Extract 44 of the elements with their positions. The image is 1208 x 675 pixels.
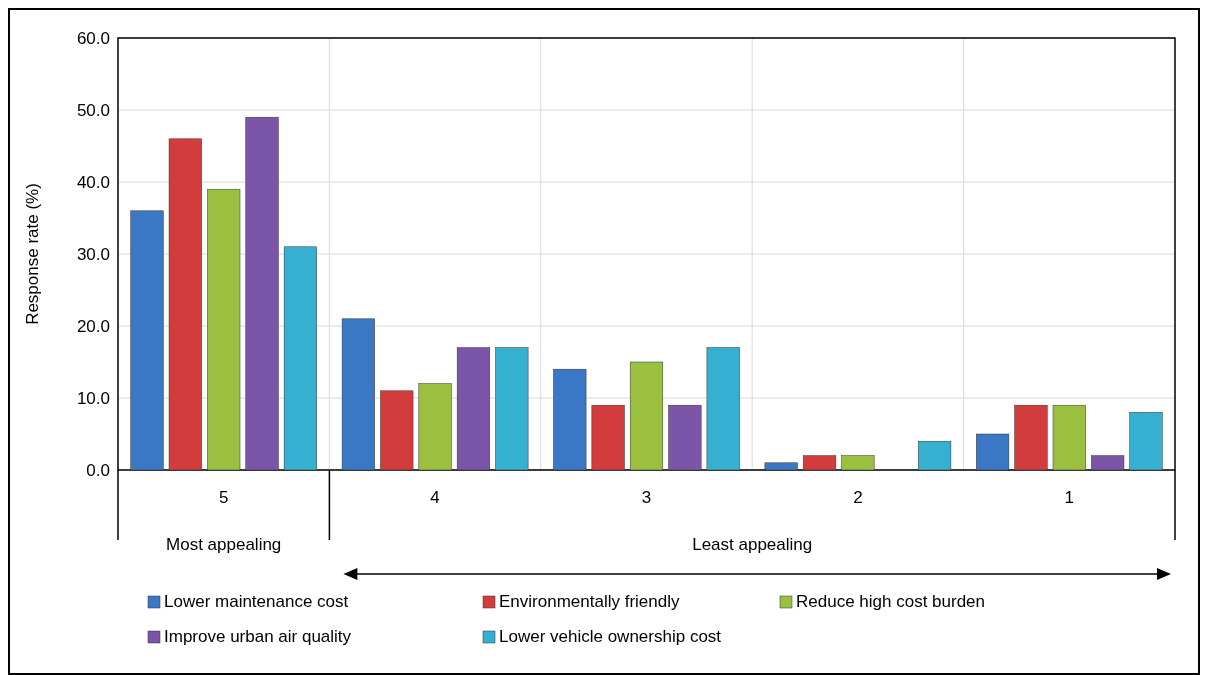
bar [1014, 404, 1048, 471]
bar [706, 347, 740, 471]
bar [495, 347, 529, 471]
bar [1052, 404, 1086, 471]
text: Most appealing [166, 535, 282, 554]
bar [976, 433, 1010, 471]
bar [802, 455, 837, 471]
legend-label: Reduce high cost burden [796, 592, 986, 611]
bar [283, 246, 317, 471]
bar [207, 188, 241, 471]
bar [1129, 412, 1163, 471]
bar [418, 383, 452, 471]
bar [168, 138, 202, 471]
bar [456, 347, 491, 471]
bar [130, 210, 164, 471]
legend-label: Improve urban air quality [164, 627, 352, 646]
y-tick-label: 20.0 [76, 316, 110, 336]
x-tick-label: 4 [430, 488, 440, 507]
y-tick-label: 30.0 [76, 244, 110, 264]
y-axis-title: Response rate (%) [23, 183, 42, 325]
x-tick-label: 3 [641, 488, 652, 507]
bar [591, 404, 625, 471]
bar [668, 404, 702, 471]
y-tick-label: 0.0 [86, 460, 110, 480]
x-tick-label: 5 [218, 488, 229, 507]
bar [764, 462, 798, 471]
bar [380, 390, 414, 471]
x-tick-label: 1 [1064, 488, 1075, 507]
bar [918, 440, 952, 471]
legend-label: Environmentally friendly [499, 592, 680, 611]
x-tick-label: 2 [853, 488, 863, 507]
bar [553, 368, 587, 471]
y-tick-label: 50.0 [76, 100, 110, 120]
bar [629, 361, 664, 471]
bar [245, 116, 279, 471]
y-tick-label: 60.0 [76, 28, 110, 48]
legend-label: Lower vehicle ownership cost [499, 627, 722, 646]
bar [841, 455, 875, 471]
legend-label: Lower maintenance cost [164, 592, 349, 611]
text: Least appealing [692, 535, 813, 554]
y-tick-label: 10.0 [76, 388, 110, 408]
bar [1091, 455, 1125, 471]
y-tick-label: 40.0 [76, 172, 110, 192]
bar [341, 318, 375, 471]
